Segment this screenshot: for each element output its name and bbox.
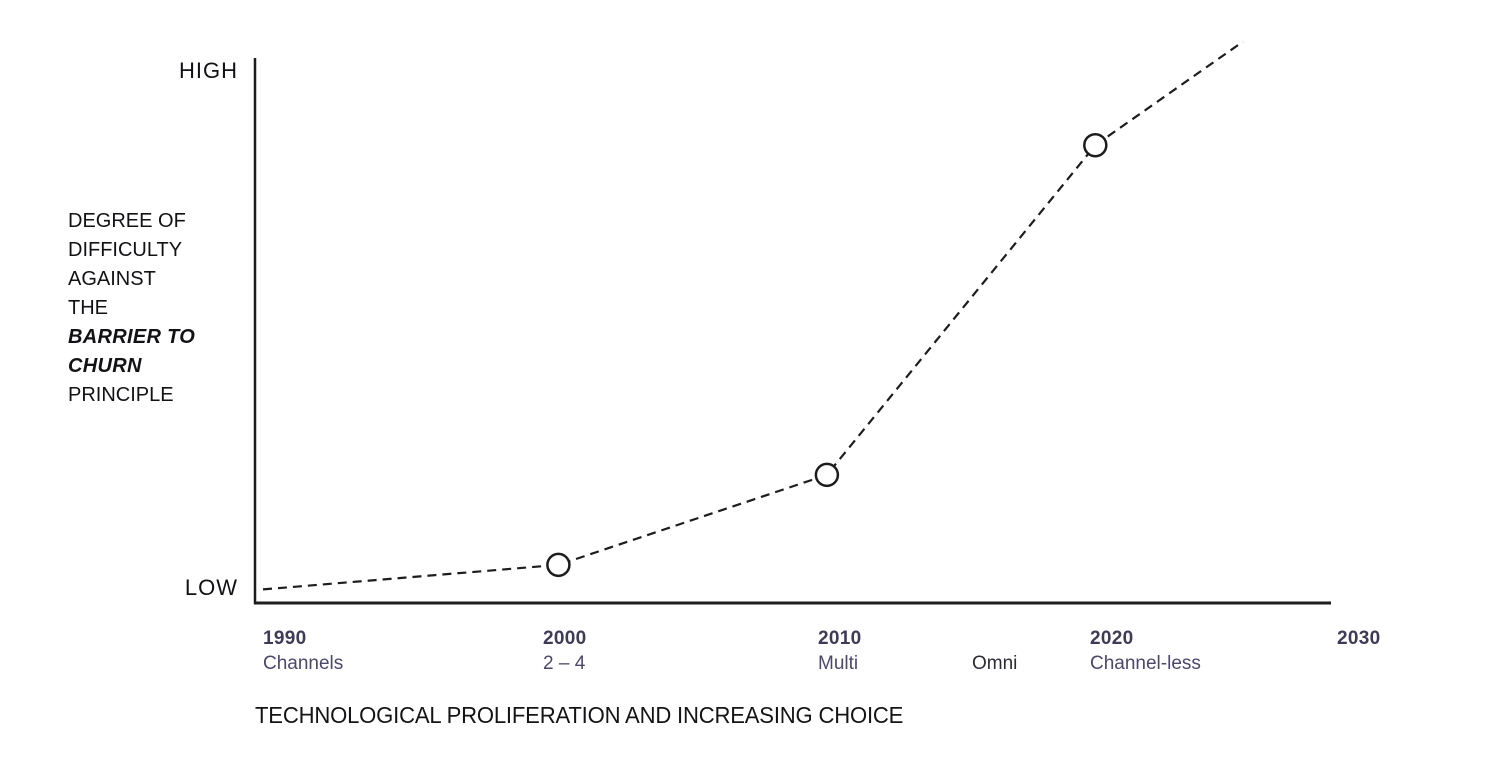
x-axis-ticks: 1990 Channels 2000 2 – 4 2010 Multi Omni… [0,627,1500,687]
data-point-marker [546,552,571,578]
y-axis-title-line: AGAINST [68,268,156,290]
x-tick-sub: Multi [818,653,859,674]
data-point-marker [1083,132,1108,158]
x-axis-title: TECHNOLOGICAL PROLIFERATION AND INCREASI… [255,702,904,728]
y-axis-title-line: DIFFICULTY [68,239,183,261]
trend-line [262,40,1244,591]
y-axis-title-line: THE [68,297,108,319]
x-tick-sub: Channels [263,653,344,674]
x-tick-year: 2000 [543,628,587,649]
x-tick-year [972,627,1017,651]
x-tick-year: 1990 [263,628,307,649]
y-axis-title-line: PRINCIPLE [68,384,174,406]
x-tick-2000: 2000 2 – 4 [543,627,586,675]
x-tick-1990: 1990 Channels [263,627,343,675]
x-tick-year: 2010 [818,628,862,649]
x-tick-year: 2020 [1090,628,1134,649]
x-tick-sub: Omni [972,653,1018,674]
x-tick-sub: Channel-less [1090,653,1201,674]
y-axis-title: DEGREE OF DIFFICULTY AGAINST THE BARRIER… [68,207,195,410]
x-tick-2030: 2030 [1337,627,1380,653]
y-axis-title-line-emphasis: BARRIER TO [68,326,196,348]
x-tick-year: 2030 [1337,628,1381,649]
y-axis-low-label: LOW [184,575,238,600]
y-axis-title-line-emphasis: CHURN [68,355,142,377]
x-tick-2020: 2020 Channel-less [1090,627,1201,675]
x-tick-2010: 2010 Multi [818,627,861,675]
data-point-marker [814,462,840,488]
x-tick-omni: Omni [972,627,1017,675]
y-axis-high-label: HIGH [179,58,238,83]
x-tick-sub: 2 – 4 [543,653,586,674]
y-axis-title-line: DEGREE OF [68,210,186,232]
